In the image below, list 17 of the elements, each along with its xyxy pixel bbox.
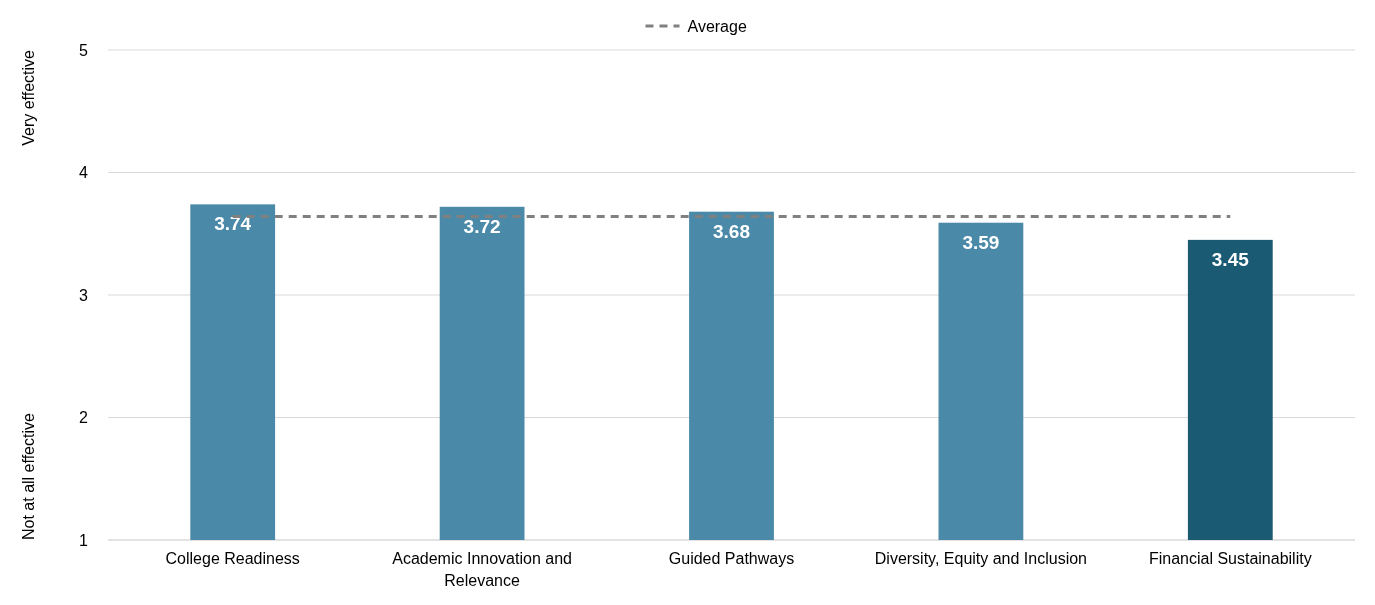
data-label: 3.68 <box>713 220 750 242</box>
text: Very effective <box>20 49 37 146</box>
y-tick-label: 3 <box>79 286 89 304</box>
y-tick-label: 1 <box>79 531 89 549</box>
x-tick-label: Diversity, Equity and Inclusion <box>874 550 1088 567</box>
data-label: 3.72 <box>463 215 501 237</box>
data-label: 3.59 <box>962 231 1000 253</box>
data-label: 3.45 <box>1211 248 1250 270</box>
y-tick-label: 2 <box>79 409 89 427</box>
x-tick-label: Financial Sustainability <box>1148 550 1312 567</box>
y-tick-label: 4 <box>79 164 89 182</box>
y-tick-label: 5 <box>79 41 89 59</box>
x-tick-label: College Readiness <box>165 550 300 567</box>
text: Not at all effective <box>20 413 37 540</box>
x-tick-label: Guided Pathways <box>668 550 795 567</box>
x-tick-label: Academic Innovation and Relevance <box>392 550 572 589</box>
legend-label: Average <box>687 17 747 35</box>
